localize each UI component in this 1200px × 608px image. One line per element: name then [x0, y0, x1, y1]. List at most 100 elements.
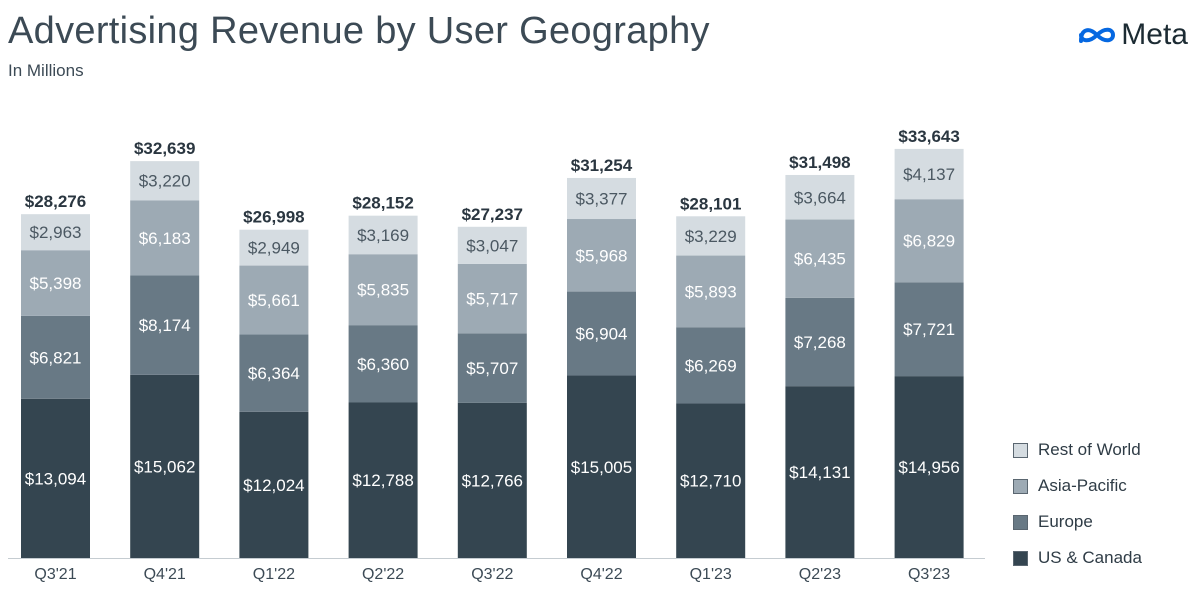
total-label-q3-21: $28,276: [25, 192, 86, 211]
data-label-europe-q2-22: $6,360: [357, 355, 409, 374]
chart-subtitle: In Millions: [8, 61, 84, 80]
bar-segment-europe-q3-23: [894, 282, 964, 377]
x-tick-label-q1-23: Q1'23: [690, 566, 732, 583]
data-label-rest-of-world-q1-23: $3,229: [685, 227, 737, 246]
data-label-asia-pacific-q2-23: $6,435: [794, 250, 846, 269]
legend-label-us-canada: US & Canada: [1038, 548, 1142, 567]
data-label-rest-of-world-q1-22: $2,949: [248, 239, 300, 258]
bar-segment-rest-of-world-q2-23: [785, 174, 855, 220]
total-label-q4-22: $31,254: [571, 156, 633, 175]
data-label-us-canada-q2-23: $14,131: [789, 463, 850, 482]
bar-segment-asia-pacific-q4-21: [130, 200, 200, 276]
bar-segment-us-canada-q1-22: [239, 411, 309, 558]
data-label-us-canada-q3-21: $13,094: [25, 469, 86, 488]
meta-logo-text: Meta: [1121, 18, 1188, 51]
data-label-rest-of-world-q2-22: $3,169: [357, 226, 409, 245]
data-label-asia-pacific-q3-22: $5,717: [466, 290, 518, 309]
bar-segment-asia-pacific-q2-22: [348, 254, 418, 326]
bar-segment-rest-of-world-q3-22: [457, 226, 527, 264]
total-label-q2-22: $28,152: [352, 194, 413, 213]
total-label-q1-22: $26,998: [243, 208, 304, 227]
bar-segment-rest-of-world-q1-22: [239, 229, 309, 266]
data-label-rest-of-world-q4-21: $3,220: [139, 172, 191, 191]
bar-segment-asia-pacific-q1-22: [239, 265, 309, 335]
data-label-us-canada-q4-21: $15,062: [134, 457, 195, 476]
bar-segment-us-canada-q4-22: [567, 375, 636, 558]
total-label-q1-23: $28,101: [680, 194, 741, 213]
data-label-us-canada-q2-22: $12,788: [352, 471, 413, 490]
legend-item-rest-of-world: Rest of World: [1013, 432, 1142, 468]
bar-segment-asia-pacific-q3-22: [457, 263, 527, 334]
bar-segment-asia-pacific-q1-23: [676, 255, 746, 328]
data-label-asia-pacific-q3-21: $5,398: [30, 274, 82, 293]
data-label-rest-of-world-q3-21: $2,963: [30, 223, 82, 242]
bar-segment-asia-pacific-q3-21: [21, 250, 90, 316]
legend-item-us-canada: US & Canada: [1013, 540, 1142, 576]
total-label-q3-23: $33,643: [898, 127, 959, 146]
bar-segment-europe-q3-21: [21, 315, 90, 399]
total-label-q2-23: $31,498: [789, 153, 850, 172]
legend-item-asia-pacific: Asia-Pacific: [1013, 468, 1142, 504]
meta-infinity-icon: [1079, 27, 1116, 43]
data-label-us-canada-q3-22: $12,766: [462, 471, 523, 490]
bar-segment-us-canada-q3-22: [457, 402, 527, 558]
bar-segment-rest-of-world-q4-21: [130, 161, 200, 201]
x-tick-label-q3-21: Q3'21: [34, 566, 76, 583]
legend-label-asia-pacific: Asia-Pacific: [1038, 476, 1127, 495]
data-label-europe-q1-22: $6,364: [248, 364, 300, 383]
data-label-europe-q3-22: $5,707: [466, 359, 518, 378]
chart-title: Advertising Revenue by User Geography: [8, 10, 710, 52]
legend-item-europe: Europe: [1013, 504, 1142, 540]
legend-swatch-rest-of-world: [1013, 442, 1028, 458]
data-label-us-canada-q1-23: $12,710: [680, 472, 741, 491]
bar-segment-rest-of-world-q3-23: [894, 148, 964, 200]
legend-swatch-us-canada: [1013, 550, 1028, 566]
x-tick-label-q2-22: Q2'22: [362, 566, 404, 583]
data-label-europe-q3-23: $7,721: [903, 320, 955, 339]
data-label-us-canada-q3-23: $14,956: [898, 458, 959, 477]
meta-logo: Meta: [1077, 18, 1188, 52]
bar-segment-europe-q3-22: [457, 333, 527, 403]
bar-segment-europe-q4-21: [130, 275, 200, 375]
legend-swatch-asia-pacific: [1013, 478, 1028, 494]
total-label-q4-21: $32,639: [134, 139, 195, 158]
x-tick-label-q1-22: Q1'22: [253, 566, 295, 583]
bar-segment-us-canada-q2-23: [785, 386, 855, 558]
data-label-us-canada-q4-22: $15,005: [571, 458, 632, 477]
data-label-asia-pacific-q3-23: $6,829: [903, 232, 955, 251]
bar-segment-europe-q4-22: [567, 291, 636, 376]
bar-segment-europe-q1-23: [676, 327, 746, 404]
data-label-asia-pacific-q2-22: $5,835: [357, 281, 409, 300]
bar-segment-rest-of-world-q2-22: [348, 215, 418, 255]
data-label-europe-q4-21: $8,174: [139, 316, 191, 335]
total-label-q3-22: $27,237: [462, 205, 523, 224]
data-label-europe-q4-22: $6,904: [576, 325, 628, 344]
bar-segment-us-canada-q3-21: [21, 398, 90, 558]
data-label-us-canada-q1-22: $12,024: [243, 476, 304, 495]
bar-segment-europe-q2-23: [785, 297, 855, 387]
bar-segment-us-canada-q2-22: [348, 402, 418, 558]
legend-swatch-europe: [1013, 514, 1028, 530]
legend: Rest of World Asia-Pacific Europe US & C…: [1013, 432, 1142, 576]
legend-label-europe: Europe: [1038, 512, 1093, 531]
bar-segment-europe-q1-22: [239, 334, 309, 412]
data-label-asia-pacific-q4-22: $5,968: [576, 246, 628, 265]
data-label-europe-q1-23: $6,269: [685, 356, 737, 375]
data-label-asia-pacific-q1-22: $5,661: [248, 291, 300, 310]
legend-label-rest-of-world: Rest of World: [1038, 440, 1141, 459]
bar-segment-us-canada-q3-23: [894, 376, 964, 558]
data-label-rest-of-world-q4-22: $3,377: [576, 189, 628, 208]
data-label-rest-of-world-q3-23: $4,137: [903, 165, 955, 184]
data-label-rest-of-world-q3-22: $3,047: [466, 236, 518, 255]
bar-segment-us-canada-q1-23: [676, 403, 746, 558]
data-label-rest-of-world-q2-23: $3,664: [794, 188, 846, 207]
bar-segment-us-canada-q4-21: [130, 374, 200, 558]
data-label-asia-pacific-q4-21: $6,183: [139, 229, 191, 248]
data-label-europe-q3-21: $6,821: [30, 348, 82, 367]
data-label-asia-pacific-q1-23: $5,893: [685, 282, 737, 301]
data-label-europe-q2-23: $7,268: [794, 333, 846, 352]
bar-segment-rest-of-world-q3-21: [21, 214, 90, 251]
bar-segment-rest-of-world-q4-22: [567, 177, 636, 220]
x-tick-label-q2-23: Q2'23: [799, 566, 841, 583]
